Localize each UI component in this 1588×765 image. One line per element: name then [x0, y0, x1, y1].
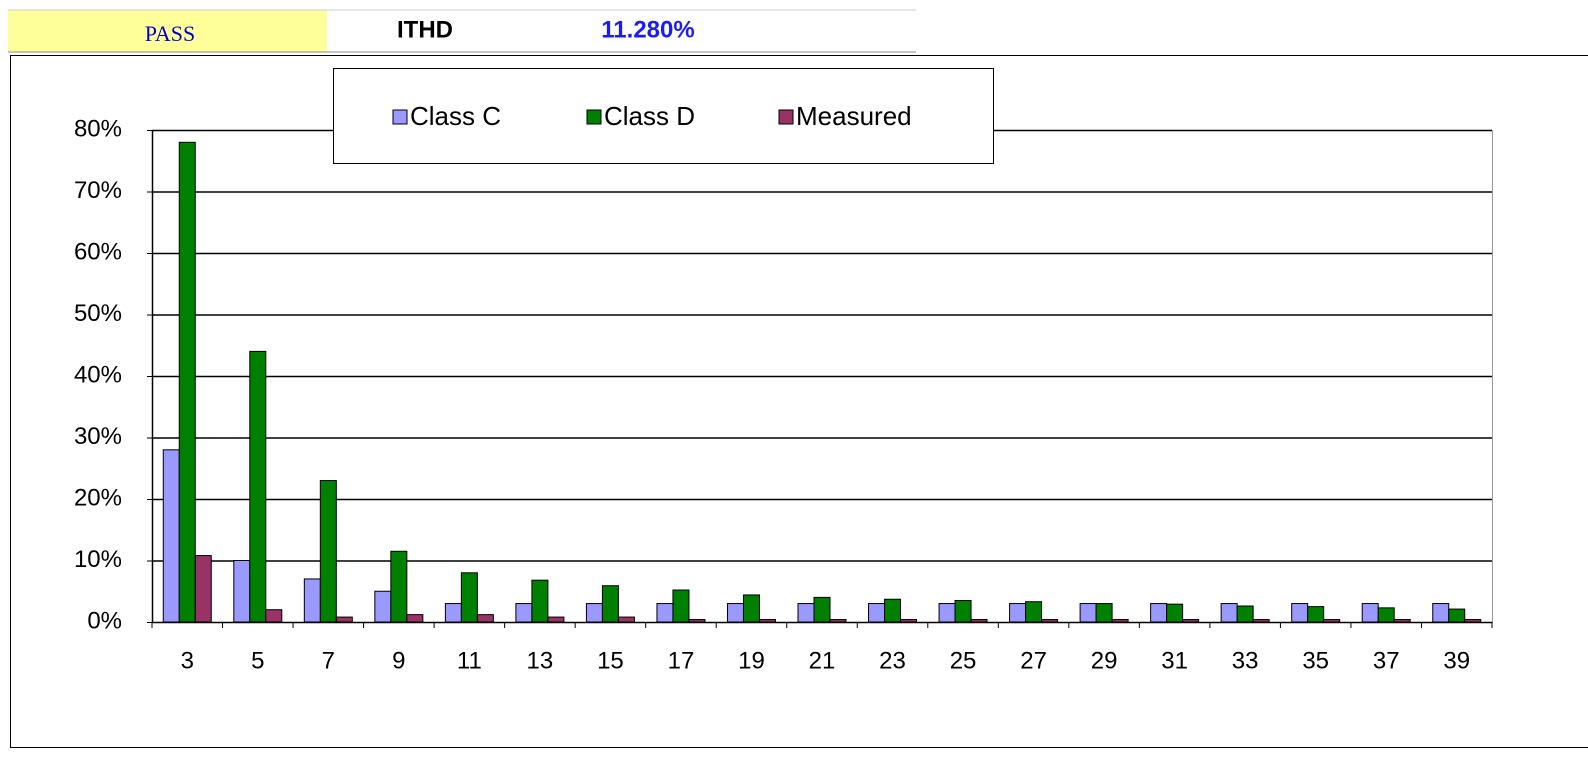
legend-swatch: [779, 110, 793, 124]
bar: [391, 551, 407, 622]
bar: [727, 604, 743, 622]
legend-label: Class C: [410, 101, 501, 131]
bar: [195, 556, 211, 622]
bar: [1026, 602, 1042, 622]
y-tick-label: 0%: [87, 607, 122, 634]
bar: [689, 620, 705, 622]
x-tick-label: 9: [392, 647, 405, 674]
bar: [1253, 620, 1269, 622]
bar: [798, 604, 814, 622]
x-tick-label: 27: [1020, 647, 1047, 674]
bar: [548, 617, 564, 622]
bar: [250, 351, 266, 622]
bar: [586, 604, 602, 622]
bar: [320, 481, 336, 622]
bar: [602, 586, 618, 622]
bar: [1042, 620, 1058, 622]
bar: [955, 600, 971, 622]
legend-swatch: [587, 110, 601, 124]
bar: [1237, 606, 1253, 622]
status: PASS: [145, 21, 196, 46]
bar: [743, 595, 759, 622]
bar: [673, 590, 689, 622]
bar: [1112, 620, 1128, 622]
bar: [971, 620, 987, 622]
bar: [1010, 604, 1026, 622]
bar: [657, 604, 673, 622]
y-tick-label: 70%: [74, 177, 122, 204]
bar: [1308, 607, 1324, 622]
bar: [1221, 604, 1237, 622]
x-tick-label: 25: [950, 647, 977, 674]
bar: [1183, 620, 1199, 622]
bar: [1096, 604, 1112, 622]
bar: [477, 615, 493, 622]
x-tick-label: 5: [251, 647, 264, 674]
bar: [445, 604, 461, 622]
bar: [1433, 604, 1449, 622]
bar: [375, 591, 391, 622]
x-tick-label: 35: [1302, 647, 1329, 674]
bar: [1292, 604, 1308, 622]
bar: [939, 604, 955, 622]
bar: [304, 579, 320, 622]
x-tick-label: 7: [322, 647, 335, 674]
bar: [1080, 604, 1096, 622]
y-tick-label: 80%: [74, 115, 122, 142]
bar: [885, 599, 901, 622]
bar: [532, 580, 548, 622]
bar: [814, 597, 830, 622]
bar: [234, 561, 250, 623]
metric-value: 11.280%: [601, 16, 694, 43]
x-tick-label: 33: [1232, 647, 1259, 674]
bar: [759, 620, 775, 622]
bar: [1324, 620, 1340, 622]
x-tick-label: 11: [457, 647, 482, 674]
x-tick-label: 23: [879, 647, 906, 674]
y-tick-label: 40%: [74, 361, 122, 388]
bar: [1394, 620, 1410, 622]
bar: [901, 620, 917, 622]
legend-swatch: [393, 110, 407, 124]
bar: [830, 620, 846, 622]
y-tick-label: 30%: [74, 423, 122, 450]
x-tick-label: 21: [809, 647, 836, 674]
x-tick-label: 3: [181, 647, 194, 674]
bar: [516, 604, 532, 622]
bar: [336, 617, 352, 622]
bar: [618, 617, 634, 622]
x-tick-label: 17: [668, 647, 695, 674]
bar: [163, 450, 179, 622]
y-tick-label: 20%: [74, 484, 122, 511]
bar: [1167, 604, 1183, 622]
bar: [1449, 609, 1465, 622]
x-tick-label: 37: [1373, 647, 1400, 674]
x-tick-label: 39: [1443, 647, 1470, 674]
legend-label: Class D: [604, 101, 695, 131]
bar: [461, 573, 477, 622]
x-tick-label: 29: [1091, 647, 1118, 674]
x-tick-label: 15: [597, 647, 624, 674]
y-tick-label: 50%: [74, 300, 122, 327]
y-tick-label: 10%: [74, 546, 122, 573]
bar: [1151, 604, 1167, 622]
bar: [407, 615, 423, 622]
x-tick-label: 13: [527, 647, 554, 674]
legend-label: Measured: [796, 101, 912, 131]
x-tick-label: 31: [1161, 647, 1188, 674]
metric-label: ITHD: [397, 16, 453, 43]
bar: [1362, 604, 1378, 622]
y-tick-label: 60%: [74, 238, 122, 265]
bar: [869, 604, 885, 622]
bar: [266, 610, 282, 622]
bar: [1465, 620, 1481, 622]
bar: [179, 142, 195, 622]
bar: [1378, 608, 1394, 622]
x-tick-label: 19: [738, 647, 765, 674]
